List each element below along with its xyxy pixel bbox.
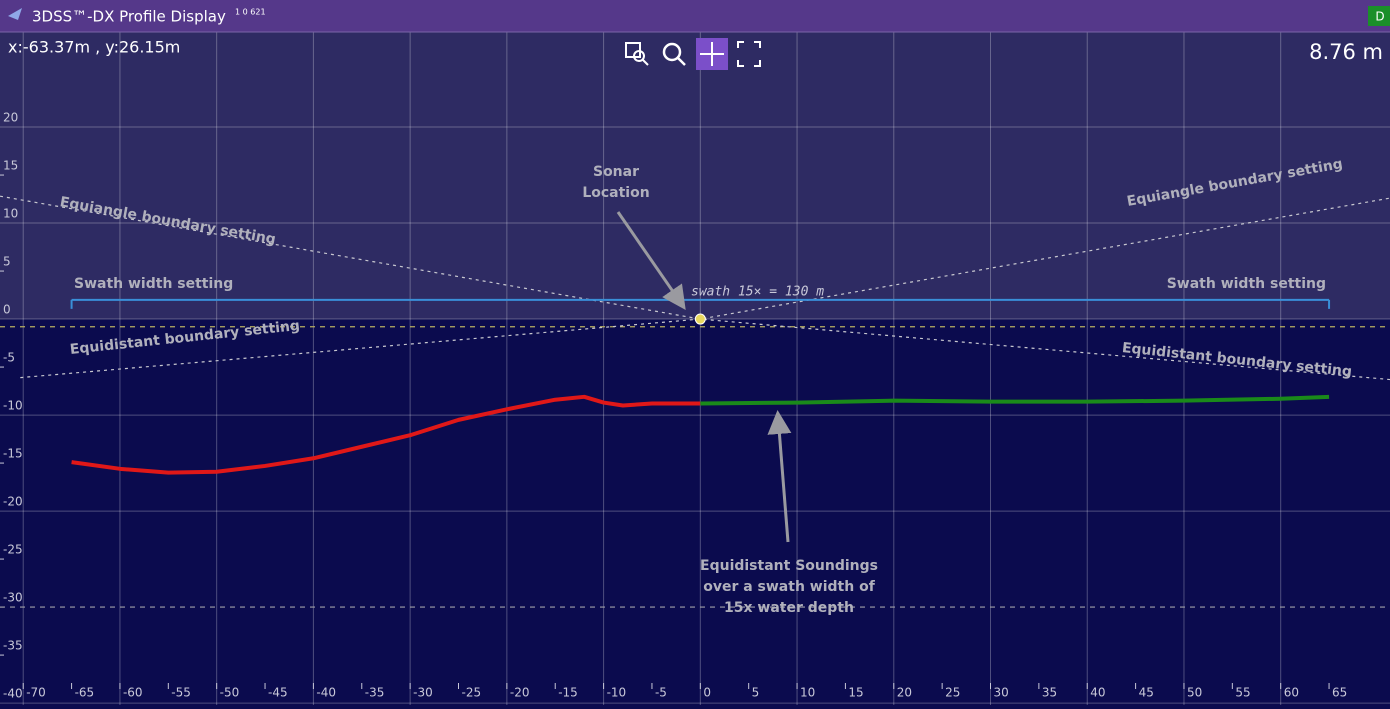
y-tick-label: 20 — [3, 111, 18, 125]
title-bar — [0, 0, 1390, 32]
cursor-position: x:-63.37m , y:26.15m — [8, 38, 180, 57]
x-tick-label: -60 — [123, 686, 143, 700]
x-tick-label: -65 — [75, 686, 95, 700]
fit-button[interactable] — [737, 41, 761, 67]
x-tick-label: -25 — [461, 686, 481, 700]
x-tick-label: -5 — [655, 686, 667, 700]
zoom-button[interactable] — [662, 42, 686, 66]
y-tick-label: -15 — [3, 447, 23, 461]
y-tick-label: -30 — [3, 591, 23, 605]
x-tick-label: -35 — [365, 686, 385, 700]
x-tick-label: 65 — [1332, 686, 1347, 700]
range-display: 8.76 m — [1309, 40, 1383, 64]
app-icon — [8, 8, 22, 20]
y-tick-label: 10 — [3, 207, 18, 221]
soundings-note: 15x water depth — [724, 600, 854, 616]
x-tick-label: -20 — [510, 686, 530, 700]
window-title: 3DSS™-DX Profile Display — [32, 8, 226, 26]
x-tick-label: 10 — [800, 686, 815, 700]
x-tick-label: -15 — [558, 686, 578, 700]
boundary-line — [0, 195, 1390, 320]
x-tick-label: 5 — [752, 686, 760, 700]
x-tick-label: 50 — [1187, 686, 1202, 700]
x-tick-label: -70 — [26, 686, 46, 700]
x-tick-label: 15 — [848, 686, 863, 700]
y-tick-label: -5 — [3, 351, 15, 365]
y-tick-label: 5 — [3, 255, 11, 269]
soundings-arrow — [767, 410, 792, 543]
x-tick-label: 60 — [1284, 686, 1299, 700]
soundings — [700, 394, 1330, 406]
x-tick-label: -50 — [220, 686, 240, 700]
x-tick-label: 55 — [1235, 686, 1250, 700]
y-tick-label: 15 — [3, 159, 18, 173]
sonar-label: Sonar — [593, 164, 639, 180]
soundings-note: Equidistant Soundings — [700, 558, 878, 574]
y-tick-label: 0 — [3, 303, 11, 317]
x-tick-label: -55 — [171, 686, 191, 700]
x-tick-label: 20 — [897, 686, 912, 700]
x-tick-label: -45 — [268, 686, 288, 700]
x-tick-label: 0 — [703, 686, 711, 700]
y-tick-label: -10 — [3, 399, 23, 413]
swath-caption: swath 15× = 130 m — [691, 285, 824, 300]
pan-icon — [700, 42, 724, 66]
sonar-marker — [694, 313, 706, 325]
x-tick-label: -30 — [413, 686, 433, 700]
x-tick-label: 45 — [1139, 686, 1154, 700]
x-tick-label: 35 — [1042, 686, 1057, 700]
x-tick-label: 40 — [1090, 686, 1105, 700]
y-tick-label: -20 — [3, 495, 23, 509]
swath-label: Swath width setting — [1167, 276, 1326, 292]
zoom-box-button[interactable] — [625, 42, 649, 66]
y-tick-label: -25 — [3, 543, 23, 557]
soundings-note: over a swath width of — [703, 579, 875, 595]
version: 1 0 621 — [235, 8, 266, 17]
x-tick-label: -40 — [316, 686, 336, 700]
x-tick-label: 30 — [994, 686, 1009, 700]
swath-label: Swath width setting — [74, 276, 233, 292]
status-badge[interactable] — [1368, 6, 1390, 26]
soundings — [71, 394, 701, 475]
water-background — [0, 319, 1390, 705]
sonar-arrow — [616, 211, 686, 310]
y-tick-label: -35 — [3, 639, 23, 653]
status-badge-text: D — [1375, 10, 1384, 24]
y-tick-label: -40 — [3, 687, 23, 701]
x-tick-label: -10 — [607, 686, 627, 700]
x-tick-label: 25 — [945, 686, 960, 700]
sonar-label: Location — [582, 185, 649, 201]
